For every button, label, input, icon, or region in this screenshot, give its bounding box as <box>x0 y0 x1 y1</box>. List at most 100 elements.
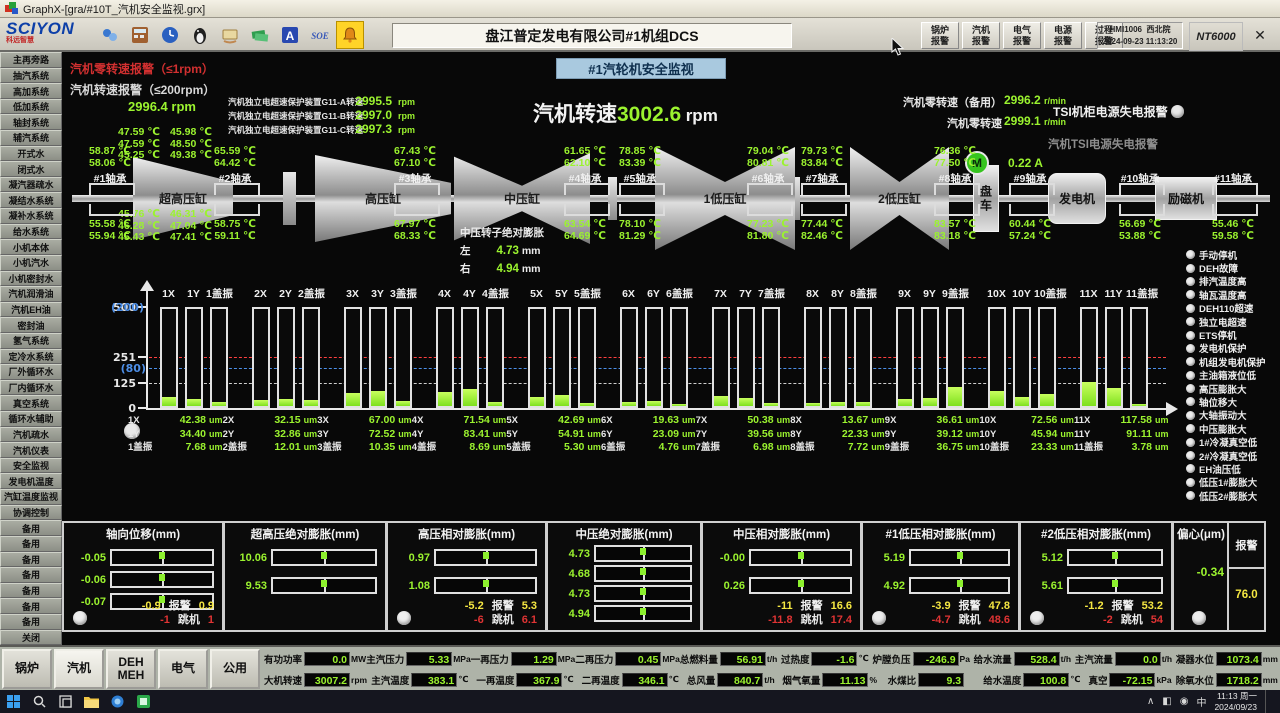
sidebar-item-1[interactable]: 主再旁路 <box>0 52 62 68</box>
vibration-status-lamp <box>124 423 140 439</box>
nav-button-2[interactable]: 汽机 <box>54 649 104 689</box>
bottom-status-bar: 锅炉 汽机 DEH MEH 电气 公用 有功功率 0.0 MW 主汽压力 5.33 MPa 一再压力 1… <box>0 645 1280 690</box>
sidebar-item-25[interactable]: 汽机疏水 <box>0 426 62 443</box>
sidebar-item-10[interactable]: 凝结水系统 <box>0 192 62 209</box>
sidebar-item-28[interactable]: 发电机温度 <box>0 473 62 490</box>
process-value-炉膛负压: 炉膛负压 -246.9 Pa <box>872 651 970 666</box>
sidebar-item-4[interactable]: 低加系统 <box>0 98 62 115</box>
sidebar-item-30[interactable]: 协调控制 <box>0 504 62 521</box>
sidebar-item-20[interactable]: 定冷水系统 <box>0 348 62 365</box>
zero-standby-value: 2996.2 r/min <box>1004 93 1067 107</box>
bar-group-label-2: 2X 2Y 2盖振 <box>254 288 325 300</box>
nav-button-3[interactable]: DEH MEH <box>106 649 156 689</box>
sidebar-item-38[interactable]: 关闭 <box>0 629 62 646</box>
status-lamp <box>1186 437 1195 447</box>
card-icon[interactable] <box>216 21 244 49</box>
sidebar-item-34[interactable]: 备用 <box>0 567 62 583</box>
font-icon[interactable]: A <box>276 21 304 49</box>
alarm-button-4[interactable]: 电源 报警 <box>1044 22 1082 49</box>
search-icon[interactable] <box>26 690 52 713</box>
calculator-icon[interactable] <box>126 21 154 49</box>
trip-condition-13: 大轴振动大 <box>1186 409 1280 422</box>
gauge <box>594 565 692 582</box>
sidebar-item-19[interactable]: 氢气系统 <box>0 332 62 349</box>
sidebar-item-16[interactable]: 汽机润滑油 <box>0 286 62 302</box>
sidebar-item-15[interactable]: 小机密封水 <box>0 270 62 287</box>
sidebar-item-29[interactable]: 汽缸温度监视 <box>0 489 62 505</box>
coupling <box>608 177 617 220</box>
gauge <box>749 577 852 594</box>
sidebar-item-5[interactable]: 轴封系统 <box>0 114 62 131</box>
trip-condition-15: 1#冷凝真空低 <box>1186 435 1280 449</box>
sidebar-item-2[interactable]: 抽汽系统 <box>0 67 62 84</box>
sidebar-item-35[interactable]: 备用 <box>0 582 62 599</box>
trip-condition-17: EH油压低 <box>1186 462 1280 476</box>
sidebar-item-27[interactable]: 安全监视 <box>0 457 62 474</box>
sidebar-item-26[interactable]: 汽机仪表 <box>0 442 62 458</box>
speed-alarm-text: 汽机转速报警（≤200rpm） <box>70 83 216 97</box>
sidebar-item-8[interactable]: 闭式水 <box>0 161 62 177</box>
hmi-app-icon[interactable] <box>130 690 156 713</box>
sidebar-item-12[interactable]: 给水系统 <box>0 223 62 240</box>
os-taskbar: ∧ ◧ ◉ 中 11:13 周一 2024/09/23 <box>0 690 1280 713</box>
task-view-icon[interactable] <box>52 690 78 713</box>
panel-status-lamp <box>73 611 87 625</box>
nav-button-1[interactable]: 锅炉 <box>2 649 52 689</box>
sidebar-item-18[interactable]: 密封油 <box>0 317 62 333</box>
generator: 发电机 <box>1048 173 1106 224</box>
sidebar-item-13[interactable]: 小机本体 <box>0 239 62 255</box>
globe-clock-icon[interactable] <box>156 21 184 49</box>
nav-button-5[interactable]: 公用 <box>210 649 260 689</box>
bar-7盖振 <box>762 307 780 408</box>
alarm-button-5[interactable]: 过程 报警 <box>1085 22 1123 49</box>
sidebar-item-32[interactable]: 备用 <box>0 535 62 552</box>
bar-9X <box>896 307 914 408</box>
process-value-总风量: 总风量 840.7 t/h <box>686 672 775 687</box>
file-explorer-icon[interactable] <box>78 690 104 713</box>
sidebar-item-31[interactable]: 备用 <box>0 520 62 536</box>
banknotes-icon[interactable] <box>246 21 274 49</box>
network-icon[interactable]: ◧ <box>1162 696 1172 707</box>
sidebar-item-37[interactable]: 备用 <box>0 613 62 630</box>
sidebar-item-3[interactable]: 高加系统 <box>0 83 62 99</box>
alarm-bell-icon[interactable] <box>336 21 364 49</box>
contacts-icon[interactable] <box>96 21 124 49</box>
panel-status-lamp <box>1030 611 1044 625</box>
sidebar-item-36[interactable]: 备用 <box>0 598 62 614</box>
nav-button-4[interactable]: 电气 <box>158 649 208 689</box>
sidebar-item-9[interactable]: 凝汽器疏水 <box>0 176 62 193</box>
status-lamp <box>1186 424 1195 434</box>
volume-icon[interactable]: ◉ <box>1179 696 1189 707</box>
sidebar-item-11[interactable]: 凝补水系统 <box>0 208 62 224</box>
soe-icon[interactable]: SOE <box>306 21 334 49</box>
trip-condition-12: 轴位移大 <box>1186 395 1280 409</box>
alarm-button-1[interactable]: 锅炉 报警 <box>921 22 959 49</box>
sidebar-item-24[interactable]: 循环水辅助 <box>0 411 62 427</box>
bar-group-label-4: 4X 4Y 4盖振 <box>438 288 509 300</box>
alarm-button-3[interactable]: 电气 报警 <box>1003 22 1041 49</box>
sidebar-item-33[interactable]: 备用 <box>0 551 62 568</box>
bar-6X <box>620 307 638 408</box>
vibration-readout-group-9: 9X 36.61 um 9Y 39.12 um 9盖振 36.75 um <box>884 414 980 453</box>
sidebar-item-23[interactable]: 真空系统 <box>0 395 62 412</box>
sidebar-item-7[interactable]: 开式水 <box>0 145 62 162</box>
sidebar-item-21[interactable]: 厂外循环水 <box>0 364 62 380</box>
vibration-readout-group-5: 5X 42.69 um 5Y 54.91 um 5盖振 5.30 um <box>506 414 601 453</box>
alarm-button-2[interactable]: 汽机 报警 <box>962 22 1000 49</box>
sidebar-item-6[interactable]: 辅汽系统 <box>0 130 62 146</box>
start-button[interactable] <box>0 690 26 713</box>
gauge <box>110 571 214 588</box>
sidebar-item-22[interactable]: 厂内循环水 <box>0 379 62 396</box>
plant-title: 盘江普定发电有限公司#1机组DCS <box>392 23 792 48</box>
input-method-icon[interactable]: 中 <box>1196 698 1207 709</box>
sidebar-item-14[interactable]: 小机汽水 <box>0 254 62 271</box>
notification-panel-edge[interactable] <box>1265 690 1276 713</box>
tray-expand-icon[interactable]: ∧ <box>1146 696 1155 707</box>
hmi-org: 西北院 <box>1146 25 1171 34</box>
penguin-icon[interactable] <box>186 21 214 49</box>
sidebar-item-17[interactable]: 汽机EH油 <box>0 301 62 318</box>
taskbar-clock[interactable]: 11:13 周一 2024/09/23 <box>1214 690 1257 712</box>
close-icon[interactable]: ✕ <box>1254 27 1266 43</box>
browser-icon[interactable] <box>104 690 130 713</box>
gauge <box>271 549 377 566</box>
